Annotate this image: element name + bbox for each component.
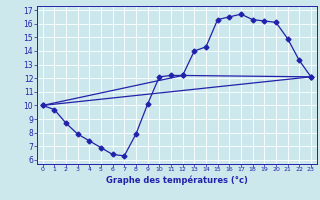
X-axis label: Graphe des températures (°c): Graphe des températures (°c): [106, 175, 248, 185]
